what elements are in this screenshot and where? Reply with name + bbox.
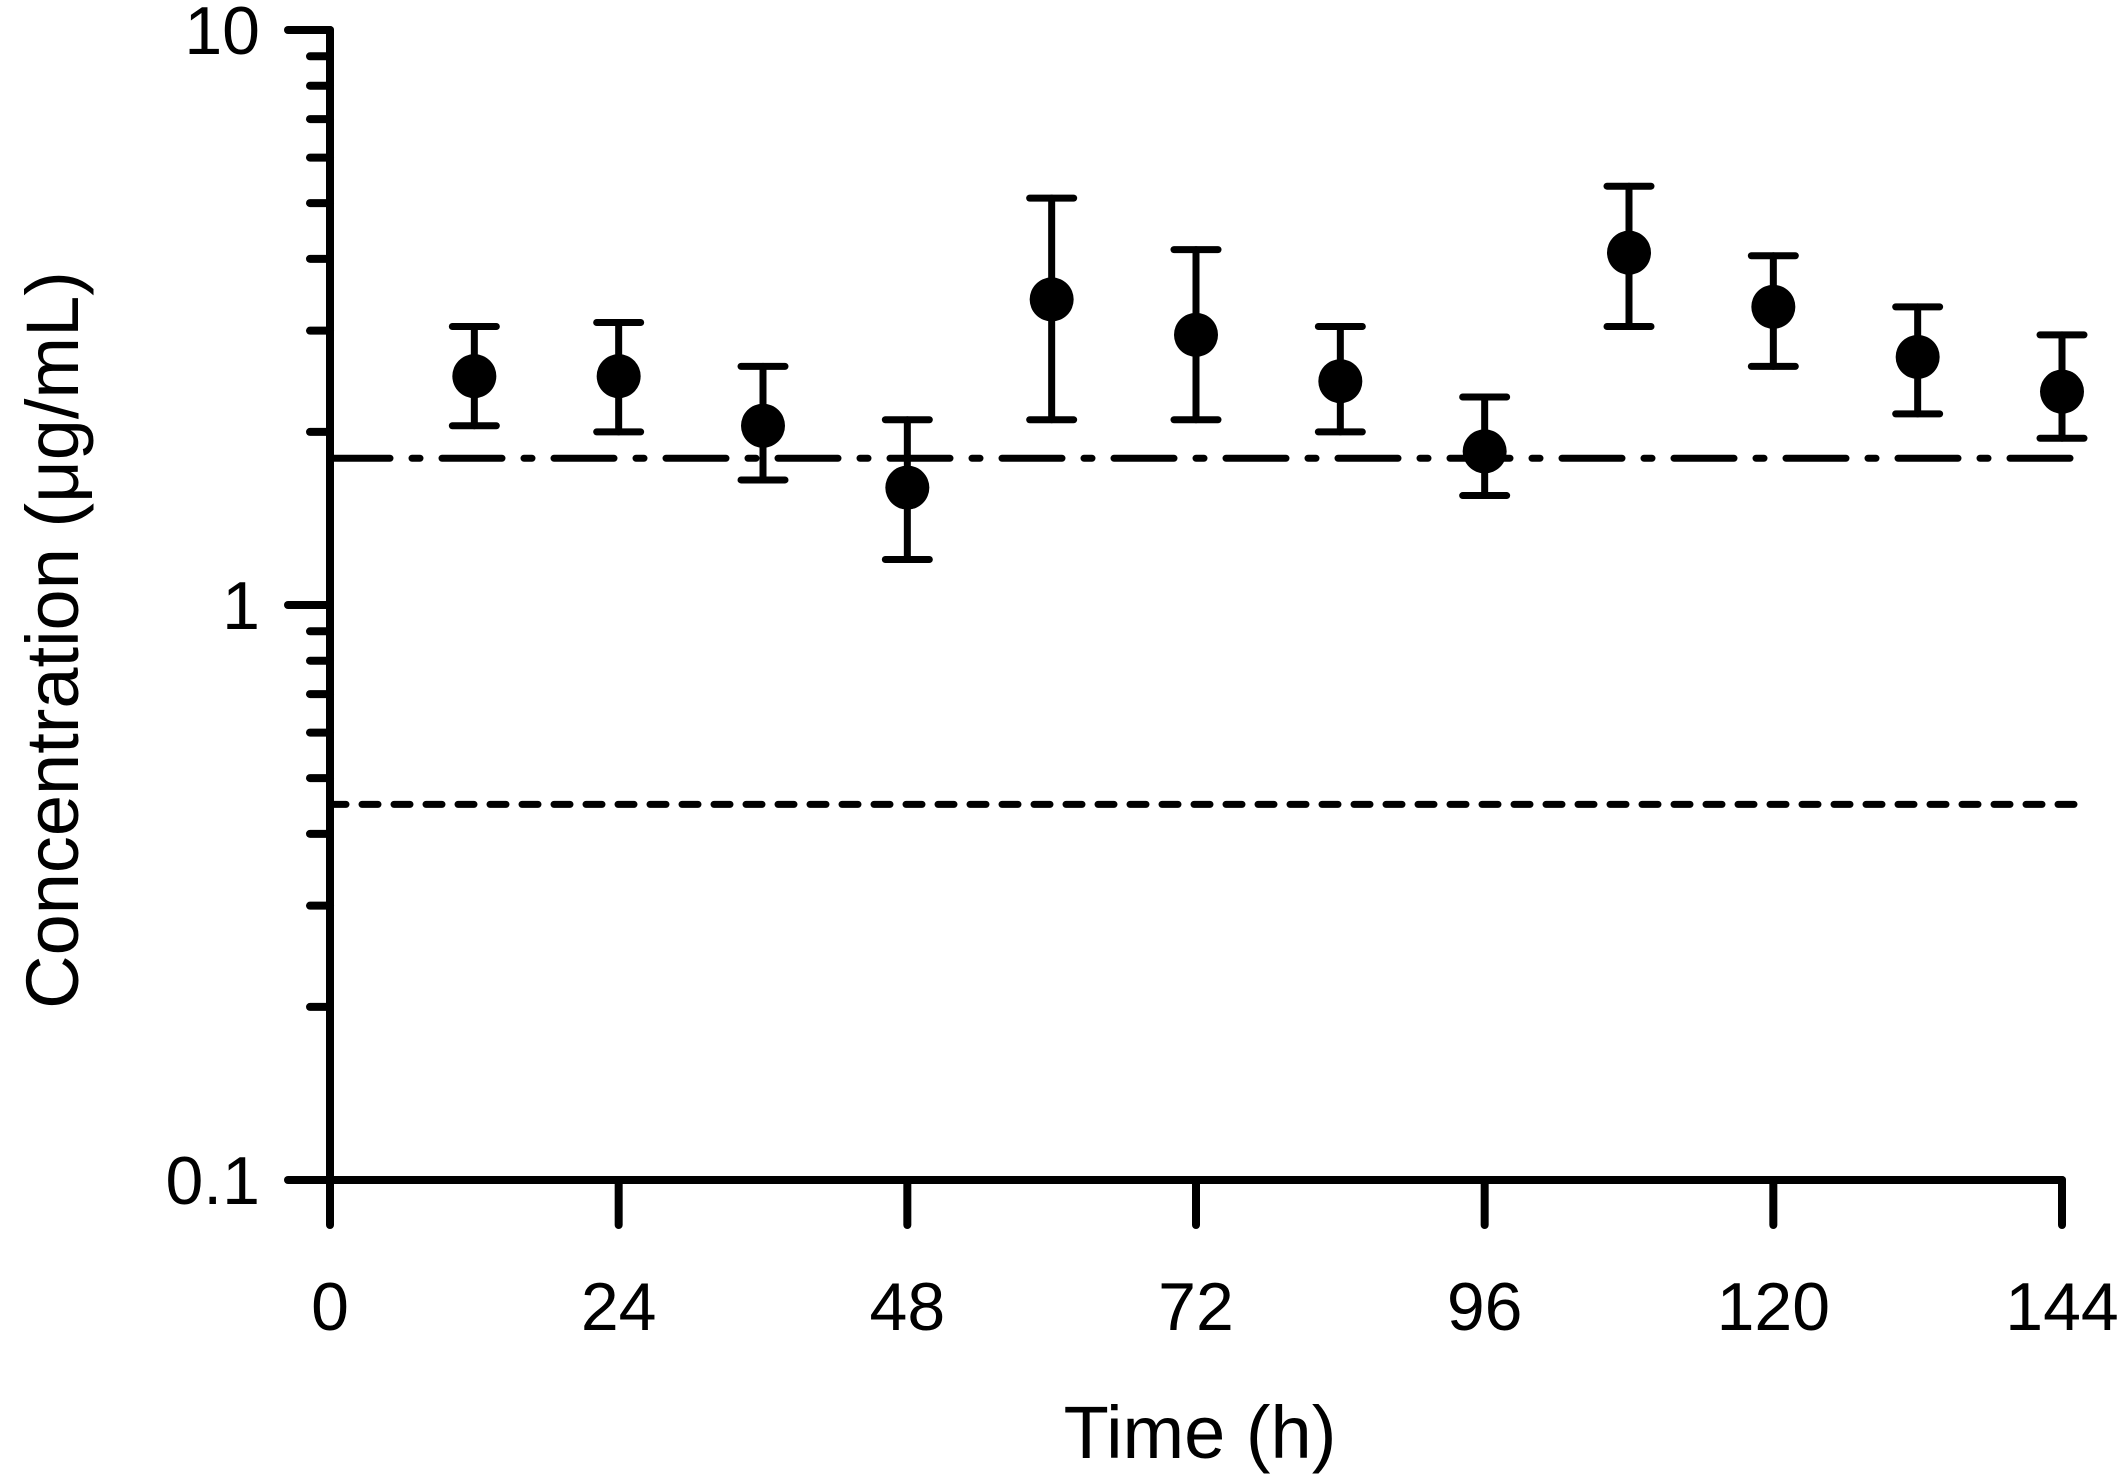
x-tick-label: 0 bbox=[311, 1269, 349, 1345]
data-point bbox=[741, 403, 785, 448]
y-tick-label: 1 bbox=[222, 568, 260, 644]
ticks bbox=[284, 26, 2066, 1229]
data-points bbox=[452, 230, 2084, 510]
data-point bbox=[1174, 312, 1218, 357]
data-point bbox=[1607, 230, 1651, 275]
data-point bbox=[2040, 369, 2084, 414]
data-point bbox=[1462, 429, 1507, 474]
error-bars bbox=[448, 182, 2088, 563]
axes bbox=[326, 26, 2066, 1184]
data-point bbox=[1895, 334, 1940, 379]
data-point bbox=[1751, 284, 1796, 329]
y-axis-title: Concentration (μg/mL) bbox=[11, 271, 94, 1009]
reference-lines bbox=[326, 454, 2082, 808]
data-point bbox=[1318, 359, 1363, 404]
x-axis-title: Time (h) bbox=[1064, 1391, 1337, 1474]
x-tick-label: 96 bbox=[1447, 1269, 1523, 1345]
data-point bbox=[885, 465, 930, 510]
data-point bbox=[452, 354, 497, 399]
tick-labels: 0.1 1 10 0 24 48 72 96 120 144 bbox=[165, 0, 2118, 1345]
x-tick-label: 120 bbox=[1717, 1269, 1830, 1345]
y-tick-label: 10 bbox=[184, 0, 260, 69]
x-tick-label: 24 bbox=[581, 1269, 657, 1345]
data-point bbox=[596, 354, 641, 399]
data-point bbox=[1029, 277, 1074, 322]
x-tick-label: 48 bbox=[870, 1269, 946, 1345]
x-tick-label: 72 bbox=[1158, 1269, 1234, 1345]
x-tick-label: 144 bbox=[2005, 1269, 2118, 1345]
y-tick-label: 0.1 bbox=[165, 1143, 260, 1219]
